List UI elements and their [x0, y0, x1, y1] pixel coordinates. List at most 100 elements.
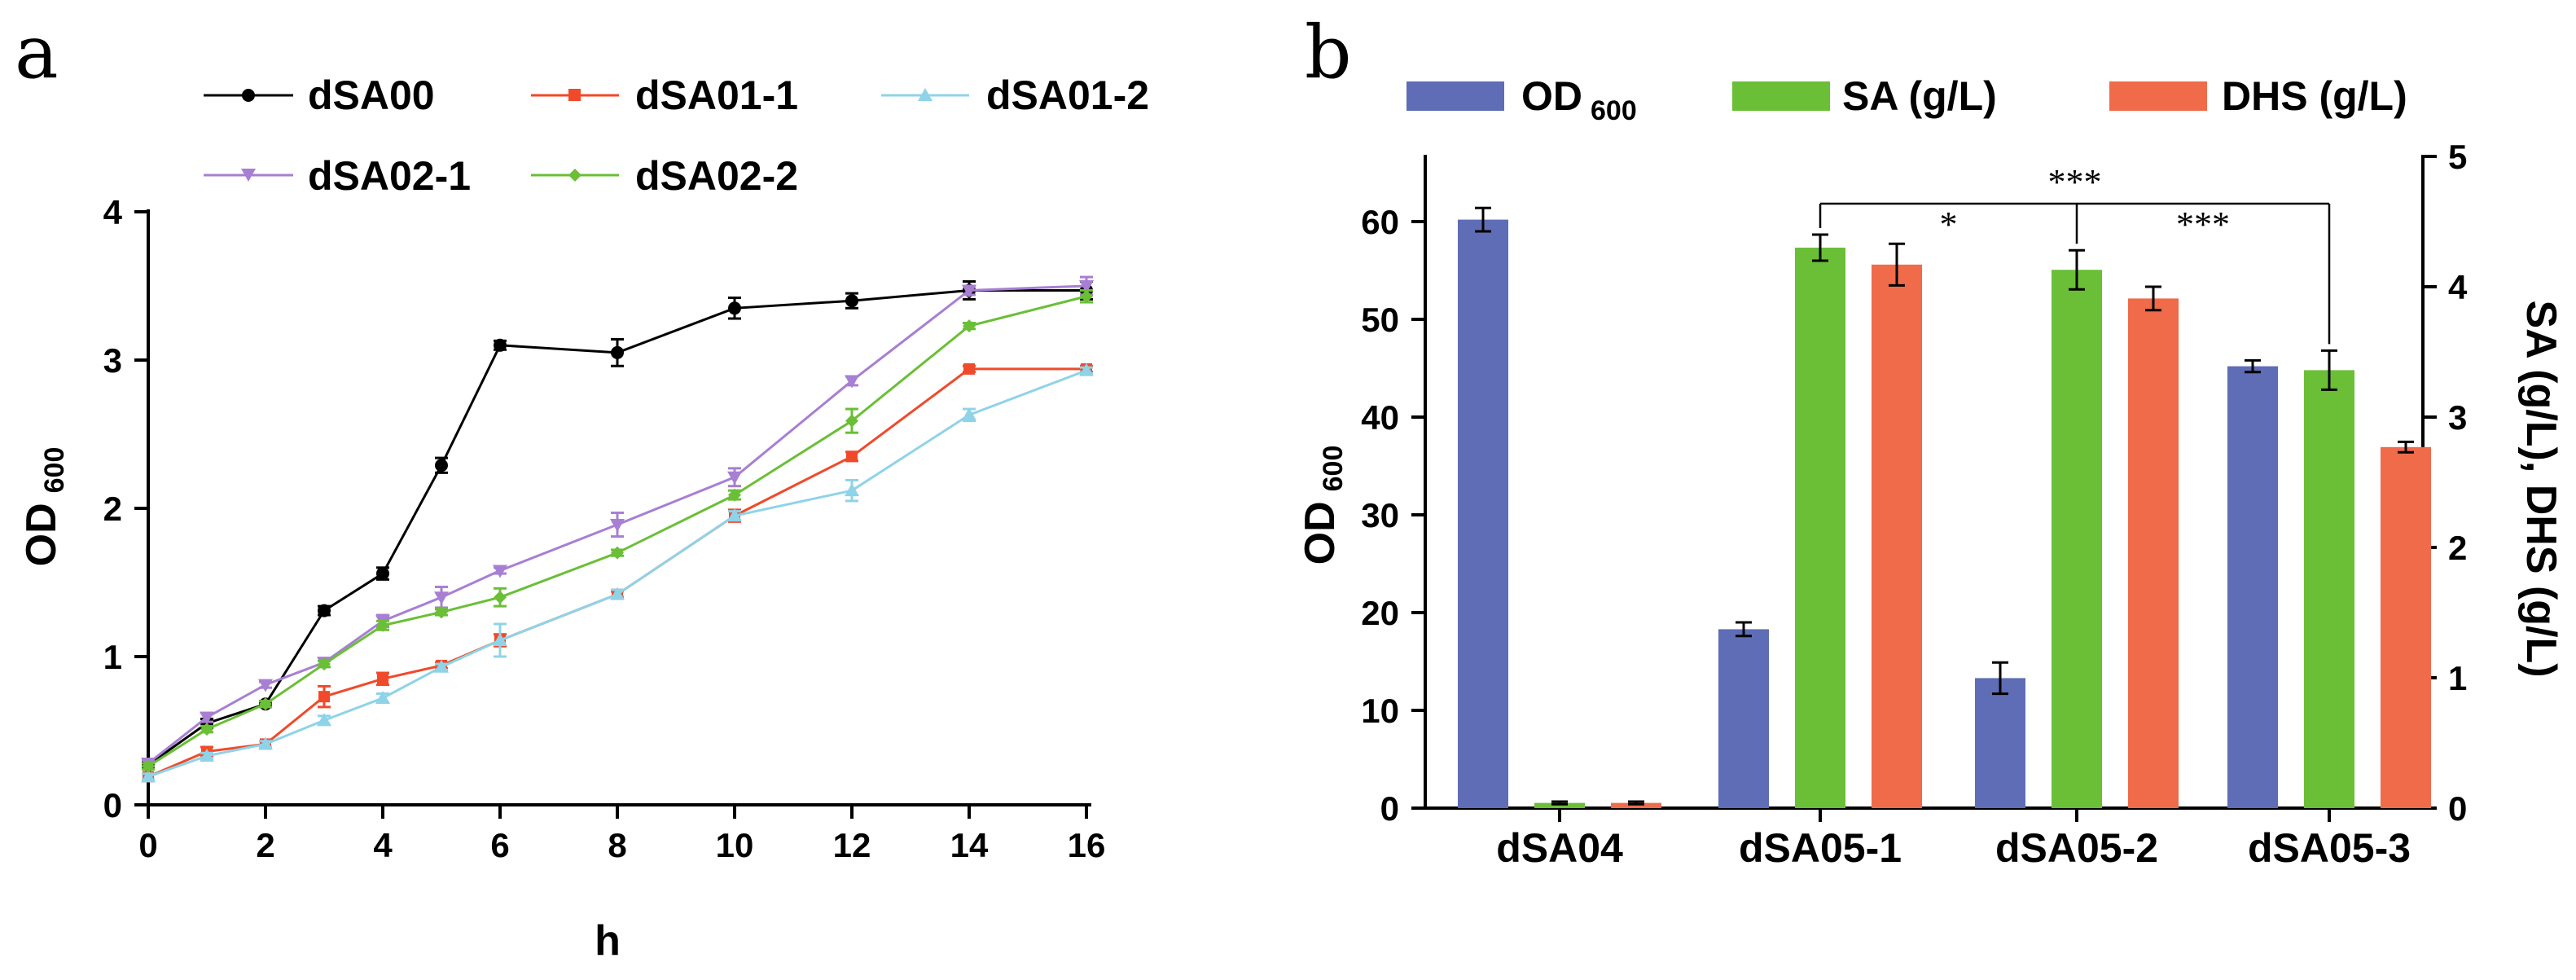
data-point	[962, 407, 976, 421]
legend-item-dSA02-1: dSA02-1	[204, 153, 471, 199]
data-point	[434, 659, 449, 673]
x-axis-title-a: h	[595, 917, 621, 965]
axes-b: 0 10 20 30 40 50 60 0 1 2 3 4 5 dSA04 dSA05-1 dSA05-2…	[1361, 138, 2468, 871]
y2-tick-label: 3	[2448, 398, 2467, 437]
y-axis-title-sub: 600	[39, 447, 70, 494]
bar	[1458, 219, 1508, 809]
series-DHS (g/L)	[1611, 242, 2431, 808]
bar	[1718, 629, 1769, 808]
y-axis-title-sub: 600	[1318, 446, 1349, 492]
y2-axis-title-b: SA (g/L), DHS (g/L)	[2517, 300, 2565, 677]
y-tick-label: 20	[1361, 594, 1399, 632]
y-tick-label: 30	[1361, 496, 1399, 534]
legend-item-dSA01-1: dSA01-1	[531, 73, 798, 118]
x-tick-label: dSA05-1	[1739, 825, 1902, 871]
y-tick-label: 4	[103, 193, 123, 231]
data-point	[318, 691, 330, 703]
y2-tick-label: 0	[2448, 789, 2467, 828]
bars-b	[1458, 206, 2431, 809]
data-point	[611, 546, 624, 560]
data-point	[434, 591, 449, 605]
series-dSA01-2	[141, 363, 1094, 783]
legend-item-dSA01-2: dSA01-2	[881, 73, 1149, 118]
legend-label: dSA00	[308, 73, 435, 118]
left-y-ticks-b: 0 10 20 30 40 50 60	[1361, 203, 1425, 828]
x-tick-label: 6	[490, 826, 509, 864]
legend-swatch-od600	[1406, 81, 1504, 111]
data-point	[200, 723, 213, 736]
right-y-ticks-b: 0 1 2 3 4 5	[2423, 138, 2468, 828]
x-tick-label: dSA05-3	[2248, 825, 2411, 871]
svg-text:OD600: OD 600	[1521, 73, 1637, 126]
bar	[2227, 366, 2278, 809]
data-point	[493, 632, 507, 646]
data-point	[494, 591, 507, 604]
legend-item-dhs: DHS (g/L)	[2109, 73, 2407, 119]
legend-label: dSA01-1	[635, 73, 798, 118]
y2-tick-label: 1	[2448, 659, 2467, 697]
series-dSA02-2	[142, 288, 1093, 773]
significance-label: *	[1940, 204, 1958, 244]
legend-marker-dSA02-2	[568, 169, 581, 182]
data-point	[845, 414, 858, 428]
series-line	[147, 295, 1087, 767]
legend-item-od600: OD 600	[1406, 73, 1637, 126]
x-tick-label: dSA04	[1496, 825, 1623, 871]
legend-label: dSA02-2	[635, 153, 798, 199]
data-point	[377, 673, 388, 685]
y-ticks-a: 0 1 2 3 4	[103, 193, 148, 824]
data-point	[142, 759, 155, 773]
x-tick-label: 14	[950, 826, 989, 864]
y-tick-label: 50	[1361, 301, 1399, 339]
y2-tick-label: 2	[2448, 529, 2467, 567]
data-point	[376, 567, 389, 581]
data-point	[200, 748, 214, 762]
bar	[1611, 802, 1661, 808]
series-SA (g/L)	[1534, 233, 2354, 808]
data-point	[1080, 289, 1093, 303]
y-tick-label: 60	[1361, 203, 1399, 241]
series-a	[141, 275, 1094, 783]
panel-b: b OD 600 SA (g/L) DHS (g/L) 0102030405060…	[1297, 10, 2565, 871]
legend-marker-dSA01-1	[568, 89, 581, 101]
legend-label: OD	[1521, 73, 1582, 119]
bar	[1872, 264, 1922, 808]
y-axis-title-main: OD	[1297, 501, 1344, 565]
legend-label: DHS (g/L)	[2222, 73, 2407, 119]
y-axis-title-main: OD	[18, 503, 65, 566]
x-tick-label: 16	[1068, 826, 1106, 864]
data-point	[845, 483, 859, 497]
bar	[2128, 298, 2179, 808]
data-point	[610, 519, 625, 533]
bar	[2381, 446, 2431, 808]
x-tick-label: 8	[608, 826, 626, 864]
legend-label-sub: 600	[1591, 95, 1637, 126]
series-line	[147, 369, 1087, 778]
legend-item-sa: SA (g/L)	[1732, 73, 1997, 119]
y-axis-title-a: OD 600	[18, 447, 70, 567]
bar	[2304, 370, 2354, 808]
panel-b-letter: b	[1305, 10, 1352, 95]
x-ticks-b: dSA04 dSA05-1 dSA05-2 dSA05-3	[1496, 808, 2411, 871]
legend-marker-dSA02-1	[241, 169, 256, 182]
legend-a: dSA00 dSA01-1 dSA01-2 dSA02-1 dSA02-2	[204, 73, 1149, 199]
y-tick-label: 1	[103, 638, 122, 676]
y2-tick-label: 4	[2448, 268, 2468, 306]
data-point	[317, 713, 331, 727]
legend-swatch-sa	[1732, 81, 1830, 111]
data-point	[728, 488, 741, 502]
y-tick-label: 3	[103, 341, 122, 380]
data-point	[846, 450, 858, 463]
legend-swatch-dhs	[2109, 81, 2207, 111]
y-axis-title-b: OD 600	[1297, 446, 1349, 565]
significance-label: ***	[2048, 162, 2102, 202]
data-point	[610, 587, 625, 600]
y-tick-label: 0	[103, 786, 122, 824]
data-point	[258, 679, 273, 692]
data-point	[845, 375, 859, 389]
legend-label: dSA02-1	[308, 153, 471, 199]
legend-item-dSA02-2: dSA02-2	[531, 153, 798, 199]
